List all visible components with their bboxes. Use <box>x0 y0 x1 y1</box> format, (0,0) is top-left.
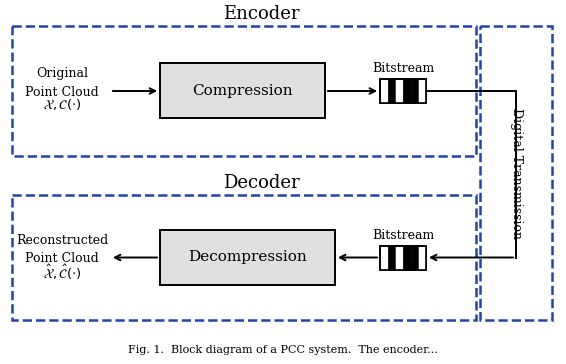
Bar <box>380 245 426 269</box>
Bar <box>418 79 426 103</box>
Bar <box>160 63 325 118</box>
Text: Decompression: Decompression <box>188 250 307 265</box>
Text: Fig. 1.  Block diagram of a PCC system.  The encoder...: Fig. 1. Block diagram of a PCC system. T… <box>128 345 438 355</box>
Text: Original
Point Cloud: Original Point Cloud <box>25 67 99 99</box>
Bar <box>380 79 388 103</box>
Text: Bitstream: Bitstream <box>372 63 434 75</box>
Bar <box>411 79 418 103</box>
Text: Bitstream: Bitstream <box>372 229 434 242</box>
Bar <box>418 245 426 269</box>
Text: Decoder: Decoder <box>222 174 299 192</box>
Bar <box>403 79 411 103</box>
Text: Reconstructed
Point Cloud: Reconstructed Point Cloud <box>16 234 108 265</box>
Bar <box>380 79 426 103</box>
Bar <box>411 245 418 269</box>
Text: $\mathcal{X},\mathcal{C}(\cdot)$: $\mathcal{X},\mathcal{C}(\cdot)$ <box>42 98 82 112</box>
Bar <box>388 245 395 269</box>
Text: Encoder: Encoder <box>223 5 299 23</box>
Text: Compression: Compression <box>192 84 293 98</box>
Bar <box>480 26 552 320</box>
Bar <box>160 229 335 285</box>
Bar <box>380 79 426 103</box>
Bar <box>380 245 388 269</box>
Bar <box>403 245 411 269</box>
Bar <box>380 245 426 269</box>
Bar <box>395 79 403 103</box>
Bar <box>388 79 395 103</box>
Bar <box>12 26 476 156</box>
Bar <box>12 195 476 320</box>
Text: Digital Transmission: Digital Transmission <box>509 107 522 238</box>
Bar <box>395 245 403 269</box>
Text: $\hat{\mathcal{X}},\hat{\mathcal{C}}(\cdot)$: $\hat{\mathcal{X}},\hat{\mathcal{C}}(\cd… <box>42 263 82 282</box>
